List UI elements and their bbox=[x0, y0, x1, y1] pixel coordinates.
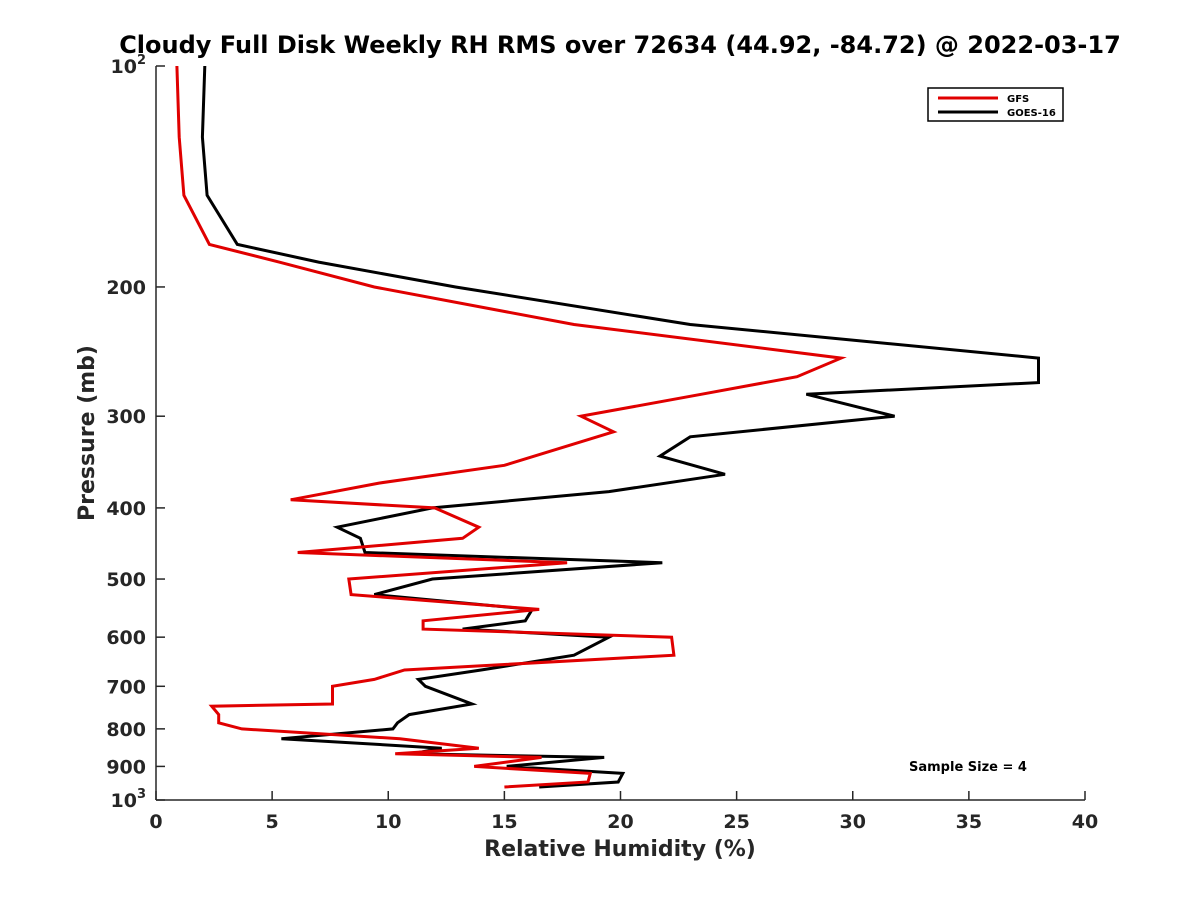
legend-entry: GFS bbox=[1007, 94, 1029, 105]
y-tick-label: 700 bbox=[106, 676, 146, 698]
sample-size-annotation: Sample Size = 4 bbox=[909, 760, 1027, 775]
x-axis-label: Relative Humidity (%) bbox=[484, 837, 756, 862]
legend: GFS GOES-16 bbox=[927, 87, 1064, 122]
y-tick-label: 200 bbox=[106, 277, 146, 299]
x-tick-label: 40 bbox=[1072, 811, 1098, 833]
y-tick-label: 103 bbox=[111, 787, 147, 812]
x-tick-label: 30 bbox=[840, 811, 866, 833]
y-tick-label: 102 bbox=[111, 53, 147, 78]
y-tick-label: 300 bbox=[106, 406, 146, 428]
y-tick-label: 800 bbox=[106, 719, 146, 741]
x-tick-label: 5 bbox=[266, 811, 279, 833]
chart-title: Cloudy Full Disk Weekly RH RMS over 7263… bbox=[119, 31, 1121, 59]
y-tick-label: 500 bbox=[106, 569, 146, 591]
y-tick-label: 400 bbox=[106, 498, 146, 520]
series-line-gfs bbox=[175, 65, 847, 789]
legend-entry: GOES-16 bbox=[1007, 108, 1056, 119]
series-lines bbox=[175, 65, 1040, 789]
x-tick-label: 0 bbox=[149, 811, 162, 833]
y-axis-label: Pressure (mb) bbox=[75, 345, 100, 521]
y-tick-label: 900 bbox=[106, 756, 146, 778]
x-tick-label: 20 bbox=[607, 811, 633, 833]
x-tick-label: 35 bbox=[956, 811, 982, 833]
legend-box bbox=[927, 87, 1064, 122]
y-tick-label: 600 bbox=[106, 627, 146, 649]
x-tick-label: 10 bbox=[375, 811, 401, 833]
axes: 0 5 10 15 20 25 30 35 40 102 200 300 400 500 600 700 800… bbox=[106, 53, 1098, 833]
series-line-goes-16 bbox=[200, 65, 1040, 789]
x-tick-label: 25 bbox=[723, 811, 749, 833]
x-tick-label: 15 bbox=[491, 811, 517, 833]
